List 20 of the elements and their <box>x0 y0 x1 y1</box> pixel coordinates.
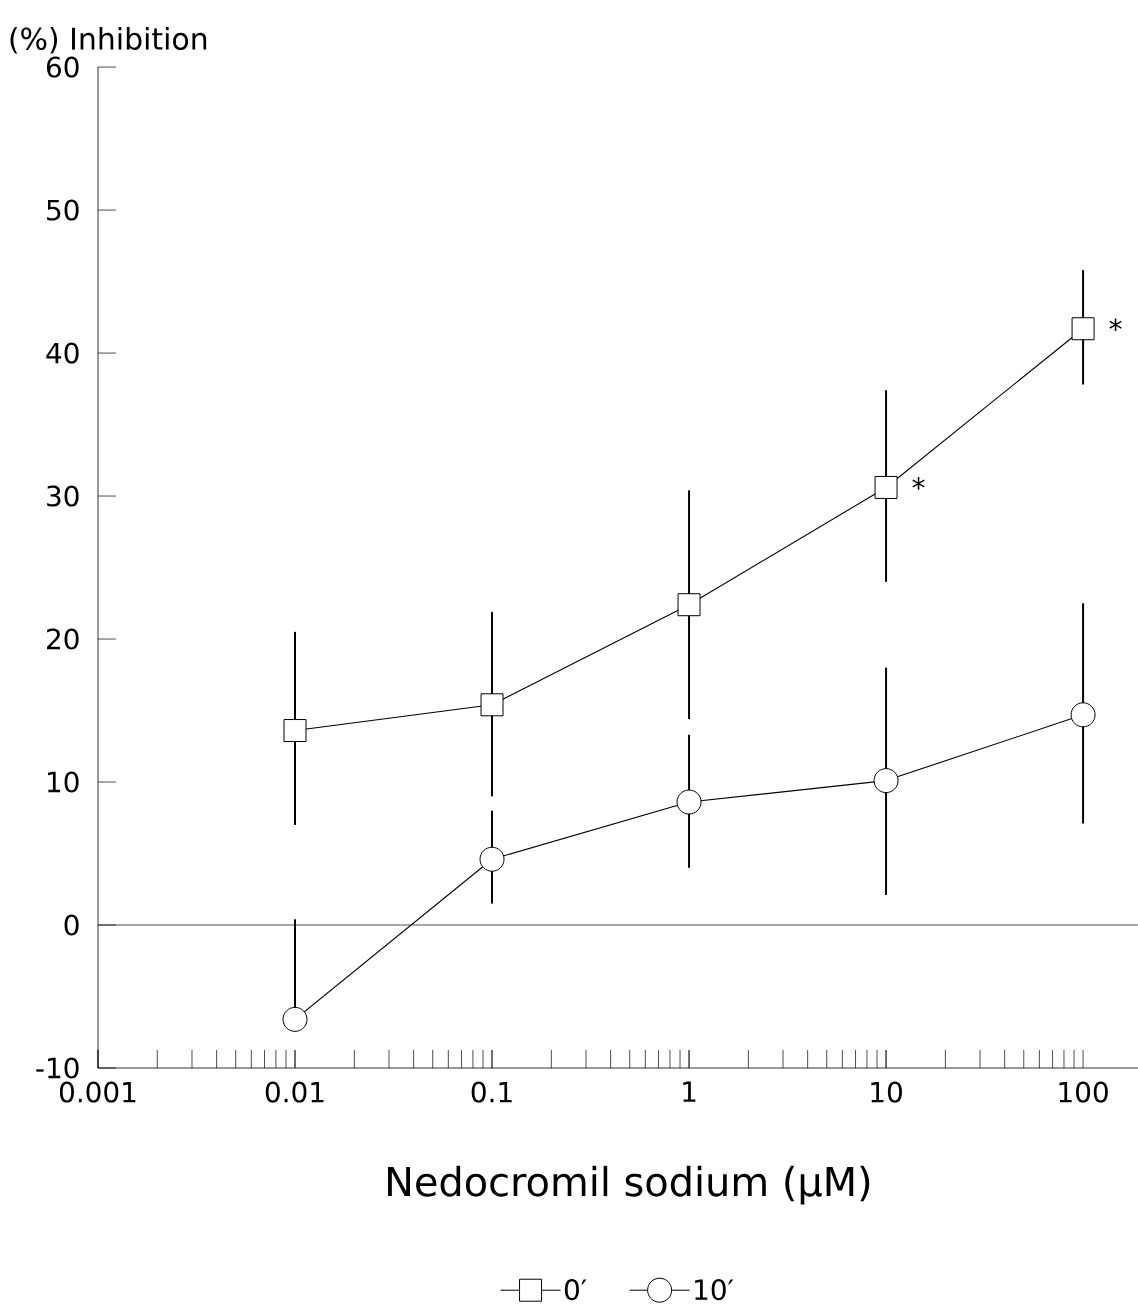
x-tick-label: 0.001 <box>59 1081 136 1103</box>
y-tick-label: 10 <box>48 771 79 793</box>
x-axis-title: Nedocromil sodium (µM) <box>388 1165 870 1205</box>
y-tick-label: -10 <box>36 1057 79 1079</box>
y-axis-title: (%) Inhibition <box>10 26 207 54</box>
x-tick-label: 0.01 <box>265 1081 324 1103</box>
y-tick-label: 20 <box>47 628 79 650</box>
x-tick-label: 100 <box>1059 1081 1108 1103</box>
y-tick-label: 30 <box>47 485 79 507</box>
y-tick-label: 60 <box>46 56 79 78</box>
legend-label: 0′ <box>564 1279 587 1301</box>
x-tick-label: 1 <box>683 1081 696 1102</box>
y-tick-label: 40 <box>46 342 79 364</box>
y-tick-label: 0 <box>64 914 79 936</box>
y-tick-label: 50 <box>47 199 79 221</box>
annotation: * <box>1109 318 1122 332</box>
x-tick-label: 10 <box>871 1081 902 1103</box>
x-tick-label: 0.1 <box>471 1081 512 1103</box>
annotation: * <box>912 477 925 490</box>
legend-label: 10′ <box>695 1279 734 1301</box>
